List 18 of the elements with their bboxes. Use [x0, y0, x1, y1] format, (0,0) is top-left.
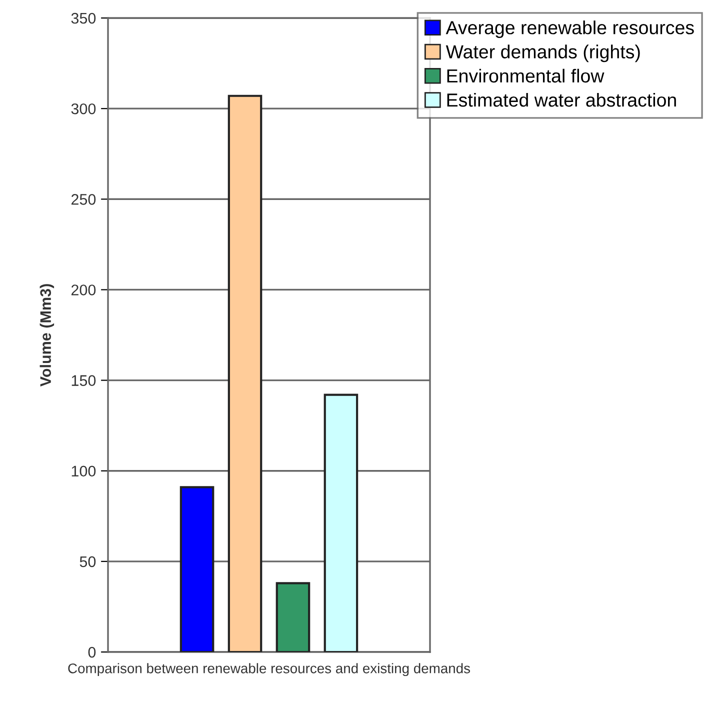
y-tick-label: 100	[72, 466, 96, 477]
y-tick-label: 150	[72, 375, 96, 386]
bar	[276, 582, 310, 652]
legend-label: Water demands (rights)	[446, 44, 640, 62]
x-tick-label: Comparison between renewable resources and existing demands	[68, 663, 470, 676]
bar	[324, 394, 358, 652]
y-tick-label: 300	[71, 103, 96, 114]
y-tick-label: 50	[80, 556, 96, 568]
legend-label: Estimated water abstraction	[447, 92, 676, 107]
y-tick-label: 350	[71, 12, 96, 24]
y-axis-title: Volume (Mm3)	[40, 284, 54, 387]
y-tick-label: 200	[71, 284, 96, 296]
bar	[228, 94, 262, 652]
legend-label: Average renewable resources	[446, 20, 694, 38]
legend-label: Environmental flow	[447, 68, 604, 83]
bar	[180, 486, 214, 652]
y-tick-label: 250	[71, 194, 96, 205]
y-tick-label: 0	[88, 646, 96, 658]
